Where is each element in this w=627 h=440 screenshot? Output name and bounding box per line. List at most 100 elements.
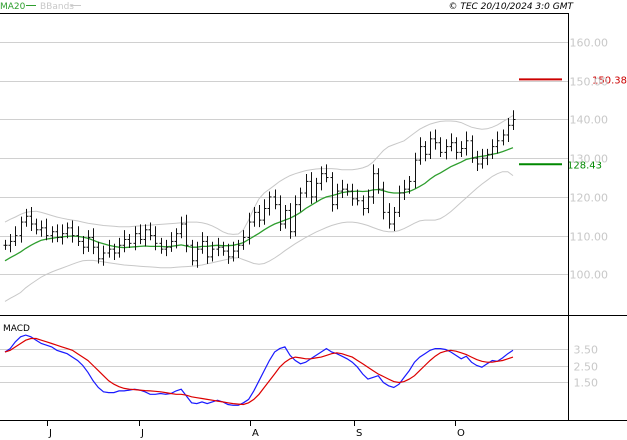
price-bar bbox=[143, 224, 148, 247]
price-bar bbox=[70, 220, 75, 243]
price-bar bbox=[319, 166, 324, 191]
price-bar bbox=[29, 206, 34, 231]
price-bar bbox=[231, 241, 236, 262]
price-bar bbox=[76, 226, 81, 247]
price-bar bbox=[96, 241, 101, 264]
price-bar bbox=[355, 189, 360, 206]
price-tick-label: 110.00 bbox=[570, 231, 609, 244]
price-bar bbox=[490, 139, 495, 159]
price-bar bbox=[133, 226, 138, 251]
price-bar bbox=[19, 216, 24, 243]
price-bar bbox=[117, 237, 122, 258]
chart-frame bbox=[0, 13, 627, 421]
price-bar bbox=[485, 148, 490, 166]
price-bar bbox=[3, 239, 8, 250]
price-bar bbox=[226, 243, 231, 264]
price-bar bbox=[164, 239, 169, 257]
price-bar bbox=[267, 191, 272, 216]
legend-bbands: BBands bbox=[40, 2, 74, 12]
price-bar bbox=[444, 139, 449, 160]
price-bar bbox=[273, 189, 278, 210]
x-tick-label: O bbox=[457, 428, 465, 439]
price-bar bbox=[179, 216, 184, 239]
price-bar bbox=[34, 218, 39, 235]
price-bar bbox=[174, 228, 179, 249]
price-bar bbox=[210, 241, 215, 262]
price-bar bbox=[278, 195, 283, 231]
price-bar bbox=[216, 237, 221, 257]
price-tick-label: 130.00 bbox=[570, 153, 609, 166]
macd-title: MACD bbox=[3, 324, 30, 334]
price-bar bbox=[298, 187, 303, 212]
price-bar bbox=[304, 174, 309, 198]
price-tick-label: 150.00 bbox=[570, 76, 609, 89]
price-bar bbox=[262, 199, 267, 225]
macd-tick-label: 3.50 bbox=[574, 344, 599, 357]
price-bar bbox=[60, 224, 65, 245]
price-bar bbox=[361, 195, 366, 216]
price-bar bbox=[397, 185, 402, 218]
x-tick-label: A bbox=[252, 428, 259, 439]
x-tick-label: J bbox=[48, 428, 52, 439]
price-bar bbox=[195, 241, 200, 268]
price-bars bbox=[3, 110, 516, 268]
price-bar bbox=[309, 172, 314, 204]
price-bar bbox=[350, 183, 355, 206]
support-label: 128.43 bbox=[567, 160, 602, 171]
x-tick-label: S bbox=[356, 428, 362, 439]
macd-lines bbox=[4, 334, 514, 406]
price-bar bbox=[449, 133, 454, 152]
price-bar bbox=[24, 208, 29, 227]
price-bar bbox=[402, 179, 407, 200]
price-bar bbox=[122, 230, 127, 253]
price-bar bbox=[501, 129, 506, 146]
price-bar bbox=[236, 239, 241, 259]
price-plot-area bbox=[0, 13, 568, 315]
price-bar bbox=[107, 239, 112, 258]
ma20-path bbox=[4, 147, 514, 262]
price-bar bbox=[65, 222, 70, 239]
price-bar bbox=[506, 117, 511, 142]
price-bar bbox=[153, 226, 158, 251]
price-tick-label: 100.00 bbox=[570, 269, 609, 282]
price-bar bbox=[8, 234, 13, 253]
price-bar bbox=[50, 226, 55, 243]
ma20-line bbox=[4, 147, 514, 262]
price-bar bbox=[324, 164, 329, 183]
price-bar bbox=[413, 152, 418, 189]
price-bar bbox=[381, 181, 386, 220]
price-bar bbox=[511, 110, 516, 130]
price-bar bbox=[335, 183, 340, 210]
price-bar bbox=[13, 226, 18, 247]
bollinger-bands bbox=[4, 115, 514, 302]
price-bar bbox=[283, 205, 288, 229]
price-bar bbox=[148, 222, 153, 241]
price-bar bbox=[330, 172, 335, 212]
price-tick-label: 140.00 bbox=[570, 114, 609, 127]
legend-ma20: MA20 bbox=[0, 2, 26, 12]
price-bar bbox=[91, 228, 96, 255]
price-bar bbox=[475, 150, 480, 171]
price-bar bbox=[127, 234, 132, 248]
price-grid bbox=[0, 42, 568, 275]
price-bar bbox=[101, 245, 106, 266]
price-bar bbox=[371, 164, 376, 204]
price-bar bbox=[459, 141, 464, 158]
price-bar bbox=[480, 148, 485, 169]
price-bar bbox=[454, 137, 459, 160]
bb-lower-line bbox=[4, 171, 514, 302]
price-bar bbox=[169, 232, 174, 252]
price-bar bbox=[138, 224, 143, 245]
price-bar bbox=[39, 220, 44, 237]
resistance-label: 150.38 bbox=[592, 75, 627, 86]
price-bar bbox=[423, 141, 428, 162]
price-tick-labels: 100.00 110.00 120.00 130.00 140.00 150.00 160.… bbox=[570, 37, 609, 282]
macd-panel: 1.50 2.50 3.50 MACD bbox=[0, 324, 599, 406]
price-bar bbox=[340, 179, 345, 199]
price-bar bbox=[438, 137, 443, 158]
price-bar bbox=[407, 175, 412, 194]
price-bar bbox=[241, 230, 246, 250]
price-bar bbox=[159, 237, 164, 254]
